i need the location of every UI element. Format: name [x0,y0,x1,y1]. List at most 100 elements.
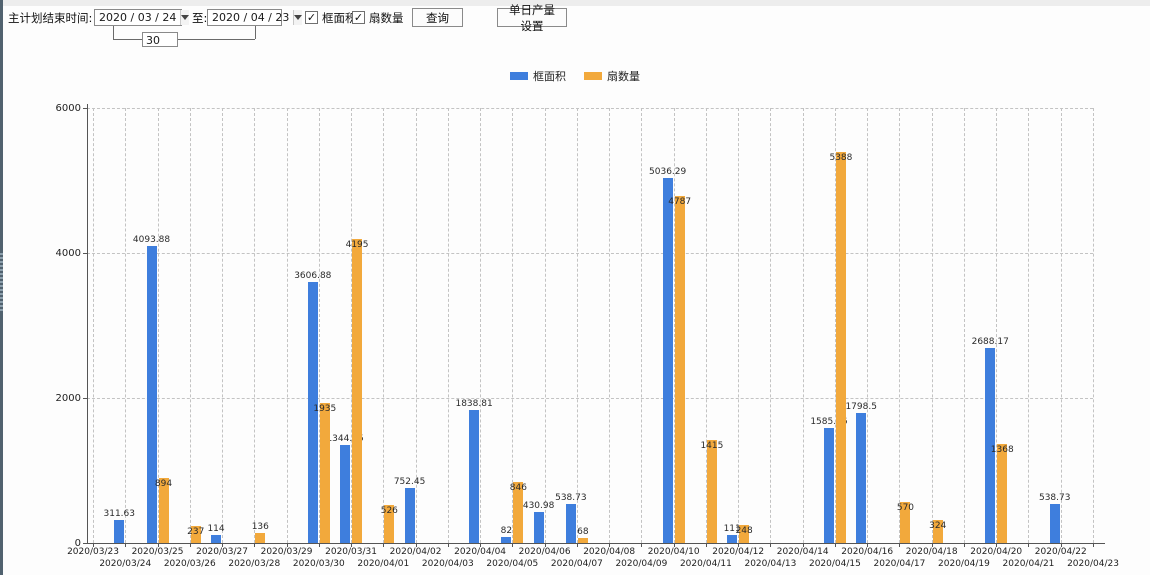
frame-area-checkbox[interactable]: ✓ [305,11,318,24]
x-axis-label: 2020/04/09 [615,559,668,569]
date-from-picker[interactable]: 2020 / 03 / 24 [94,9,190,26]
date-from-dropdown-button[interactable] [180,10,190,25]
bar-扇数量-2020/04/12 [739,525,750,543]
gridline [834,108,836,543]
bar-value-label: 3606.88 [294,270,332,281]
bar-value-label: 1585.96 [810,417,848,428]
gridline [87,253,1093,254]
legend-item-fan-count: 扇数量 [584,68,640,84]
x-axis-label: 2020/04/10 [647,547,700,557]
connector-line [113,39,142,40]
gridline [1028,108,1030,543]
interval-days-input[interactable]: 30 [142,32,178,47]
x-axis-tick [286,543,288,547]
bar-value-label: 1798.5 [845,401,877,412]
bar-value-label: 538.73 [1038,492,1071,503]
x-axis-label: 2020/04/13 [744,559,797,569]
bar-扇数量-2020/03/28 [255,533,266,543]
x-axis-tick [318,543,320,547]
y-axis-tick [83,543,87,544]
date-to-dropdown-button[interactable] [293,10,303,25]
connector-line [255,26,256,39]
bar-value-label: 136 [251,522,269,533]
bar-value-label: 324 [929,520,947,531]
gridline [996,108,998,543]
date-to-picker[interactable]: 2020 / 04 / 23 [207,9,303,26]
bar-扇数量-2020/04/01 [384,504,395,543]
daily-output-settings-button[interactable]: 单日产量设置 [497,5,567,33]
gridline [609,108,611,543]
x-axis-label: 2020/04/03 [421,559,474,569]
x-axis-tick [738,543,740,547]
bar-扇数量-2020/04/07 [577,538,588,543]
fan-count-checkbox[interactable]: ✓ [352,11,365,24]
bar-框面积-2020/04/12 [727,534,738,543]
x-axis-tick [609,543,611,547]
query-button[interactable]: 查询 [412,8,463,27]
x-axis-tick [512,543,514,547]
y-axis-label: 4000 [55,248,81,259]
bar-value-label: 538.73 [555,492,587,503]
gridline [867,108,869,543]
bar-value-label: 752.45 [393,477,426,488]
bar-扇数量-2020/04/17 [900,501,911,543]
gridline [931,108,933,543]
bar-value-label: 894 [154,479,173,490]
bar-扇数量-2020/03/26 [190,525,201,543]
bar-框面积-2020/03/25 [146,246,157,543]
x-axis-tick [93,543,94,547]
bar-扇数量-2020/04/11 [706,440,717,543]
bar-value-label: 1344.95 [326,434,364,445]
bar-扇数量-2020/03/31 [352,238,363,543]
bar-value-label: 4195 [345,239,369,250]
gridline [286,108,288,543]
gridline [770,108,772,543]
x-axis-tick [899,543,901,547]
gridline [576,108,578,543]
x-axis-label: 2020/04/04 [454,547,507,557]
x-axis-label: 2020/03/27 [196,547,248,557]
gridline [963,108,965,543]
fan-count-checkbox-label[interactable]: 扇数量 [369,11,404,25]
bar-框面积-2020/04/15 [823,428,834,543]
bar-扇数量-2020/04/20 [997,443,1008,543]
x-axis-label: 2020/03/25 [131,547,184,557]
gridline [641,108,643,543]
bar-value-label: 248 [735,526,753,537]
x-axis-tick [157,543,159,547]
frame-area-checkbox-label[interactable]: 框面积 [322,11,357,25]
bar-value-label: 82 [500,526,513,537]
bar-value-label: 114 [207,523,225,534]
x-axis-tick [996,543,998,547]
chevron-down-icon [181,15,190,20]
left-panel-splitter[interactable] [0,0,3,575]
gridline [318,108,320,543]
x-axis-label: 2020/04/08 [583,547,636,557]
bar-扇数量-2020/04/18 [932,519,943,543]
bar-value-label: 846 [509,482,527,493]
x-axis-tick [222,543,224,547]
x-axis-tick [351,543,353,547]
gridline [738,108,740,543]
bar-value-label: 1838.81 [455,398,493,409]
gridline [157,108,159,543]
x-axis-tick [254,543,256,547]
x-axis-label: 2020/03/30 [292,559,345,569]
gridline [1060,108,1062,543]
x-axis-tick [673,543,675,547]
x-axis-label: 2020/04/06 [518,547,571,557]
y-axis-label: 0 [74,538,81,549]
legend-label-fan-count: 扇数量 [607,70,640,83]
gridline [189,108,191,543]
bar-扇数量-2020/04/15 [835,152,846,543]
bar-value-label: 5036.29 [649,166,687,177]
legend-swatch-frame-area [510,72,528,80]
x-axis-line [87,543,1105,544]
x-axis-tick [802,543,804,547]
y-axis-tick [83,108,87,109]
bar-value-label: 2688.17 [971,337,1009,348]
bar-框面积-2020/03/24 [114,520,125,543]
x-axis-label: 2020/03/26 [163,559,216,569]
bar-value-label: 1368 [990,444,1014,455]
gridline [802,108,804,543]
